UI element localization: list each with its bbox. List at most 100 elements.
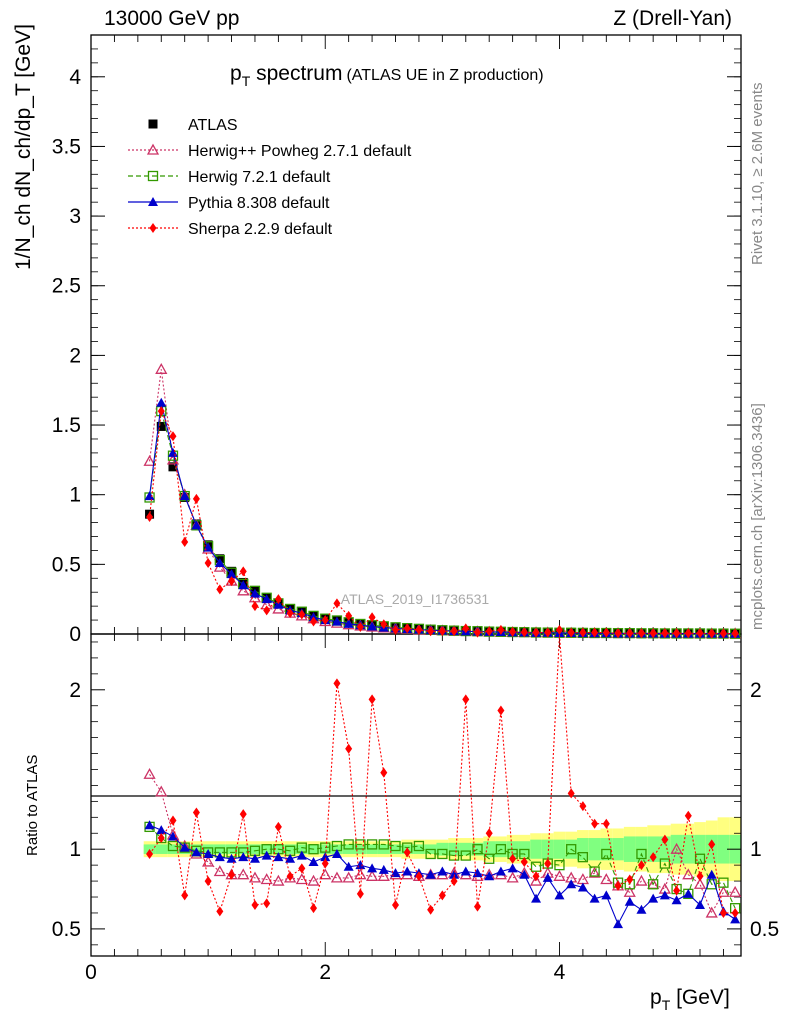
main-point-pythia — [343, 618, 354, 628]
main-point-sherpa — [380, 619, 388, 630]
xlabel-sub-t: T — [662, 997, 671, 1013]
ratio-point-sherpa — [485, 828, 493, 839]
main-point-sherpa — [626, 628, 634, 639]
ratio-band-inner — [413, 844, 425, 854]
ratio-point-sherpa — [579, 801, 587, 812]
main-point-sherpa — [649, 628, 657, 639]
ratio-point-herwig7 — [320, 842, 331, 853]
ratio-point-sherpa — [708, 839, 716, 850]
ratio-point-pythia — [624, 896, 635, 906]
legend-label-sherpa: Sherpa 2.2.9 default — [188, 221, 333, 238]
ratio-point-sherpa — [696, 871, 704, 882]
ratio-point-pythia — [214, 852, 225, 862]
main-point-sherpa — [696, 628, 704, 639]
legend-label-atlas: ATLAS — [188, 117, 238, 134]
ratio-point-pythia — [683, 888, 694, 898]
ratio-point-pythia — [542, 872, 553, 882]
ratio-point-sherpa — [450, 876, 458, 887]
ratio-point-herwigpp — [623, 885, 636, 897]
main-point-sherpa — [427, 626, 435, 637]
main-point-sherpa — [637, 628, 645, 639]
ratio-point-pythia — [402, 866, 413, 876]
ratio-point-pythia — [519, 869, 530, 879]
ratio-point-pythia — [589, 893, 600, 903]
main-point-pythia — [331, 616, 342, 626]
ratio-ytick-label-right: 2 — [750, 679, 762, 702]
ratio-point-herwigpp — [377, 869, 390, 881]
ratio-band-inner — [694, 834, 706, 864]
ratio-point-sherpa — [427, 904, 435, 915]
main-ytick-label: 0.5 — [52, 553, 81, 576]
ratio-point-herwigpp — [143, 767, 156, 779]
ratio-point-sherpa — [544, 858, 552, 869]
ratio-point-sherpa — [392, 899, 400, 910]
main-point-sherpa — [345, 610, 353, 621]
ratio-point-pythia — [706, 869, 717, 879]
ratio-point-herwigpp — [705, 906, 718, 918]
main-point-sherpa — [497, 624, 505, 635]
ratio-point-sherpa — [181, 890, 189, 901]
ratio-series-sherpa — [146, 634, 739, 918]
ratio-point-sherpa — [661, 834, 669, 845]
ratio-point-pythia — [531, 893, 542, 903]
ratio-point-pythia — [285, 853, 296, 863]
main-point-sherpa — [708, 628, 716, 639]
ratio-point-pythia — [601, 890, 612, 900]
ratio-point-pythia — [730, 914, 741, 924]
ratio-axis-ticks: 0.5 1 2 0.5 1 2 0 2 4 — [52, 634, 779, 984]
ratio-point-herwig7 — [472, 844, 483, 855]
main-point-sherpa — [520, 627, 528, 638]
ratio-point-herwig7 — [601, 848, 612, 860]
ratio-point-herwigpp — [729, 885, 742, 897]
ratio-band-inner — [167, 844, 179, 854]
legend-marker-sherpa — [149, 223, 157, 233]
ratio-point-pythia — [484, 871, 495, 881]
main-series-sherpa — [146, 406, 739, 639]
ratio-point-sherpa — [380, 767, 388, 778]
main-point-sherpa — [462, 623, 470, 634]
ratio-point-herwig7 — [378, 839, 389, 850]
ratio-point-herwigpp — [365, 869, 379, 881]
main-point-sherpa — [239, 566, 247, 577]
ratio-point-sherpa — [532, 871, 540, 882]
main-point-sherpa — [333, 598, 341, 609]
main-ytick-label: 2.5 — [52, 275, 81, 298]
ratio-point-sherpa — [228, 869, 236, 880]
ratio-point-herwigpp — [213, 865, 226, 877]
ratio-point-sherpa — [684, 810, 692, 821]
ratio-point-sherpa — [239, 809, 247, 820]
rivet-version-label: Rivet 3.1.10, ≥ 2.6M events — [749, 83, 766, 266]
ratio-point-pythia — [144, 820, 155, 830]
ratio-point-pythia — [437, 866, 448, 876]
main-point-sherpa — [544, 627, 552, 638]
main-point-sherpa — [673, 628, 681, 639]
ratio-point-herwig7 — [460, 850, 471, 861]
main-point-pythia — [179, 491, 190, 501]
title-note: (ATLAS UE in Z production) — [346, 67, 543, 84]
ratio-ytick-label: 0.5 — [52, 918, 81, 941]
ratio-point-pythia — [367, 863, 378, 873]
legend-marker-herwigpp — [146, 143, 160, 155]
ratio-point-herwig7 — [636, 848, 647, 860]
ratio-band-inner — [530, 839, 542, 859]
ratio-point-herwigpp — [529, 874, 543, 886]
ratio-point-pythia — [167, 831, 178, 841]
main-point-sherpa — [216, 584, 224, 595]
ratio-ylabel: Ratio to ATLAS — [24, 755, 41, 856]
title-spectrum: spectrum — [250, 62, 342, 85]
main-ytick-label: 3 — [69, 205, 81, 228]
legend-marker-atlas — [148, 119, 158, 129]
header-energy-label: 13000 GeV pp — [104, 7, 239, 30]
main-ytick-label: 2 — [69, 344, 81, 367]
ratio-point-sherpa — [614, 880, 622, 891]
ratio-point-pythia — [648, 893, 659, 903]
main-point-sherpa — [251, 601, 259, 612]
ratio-point-sherpa — [146, 848, 154, 859]
ratio-point-herwig7 — [355, 839, 366, 850]
main-point-sherpa — [181, 537, 189, 548]
main-point-sherpa — [450, 626, 458, 637]
ratio-point-sherpa — [192, 807, 200, 818]
ratio-ytick-label-right: 0.5 — [750, 918, 779, 941]
main-point-sherpa — [509, 626, 517, 637]
